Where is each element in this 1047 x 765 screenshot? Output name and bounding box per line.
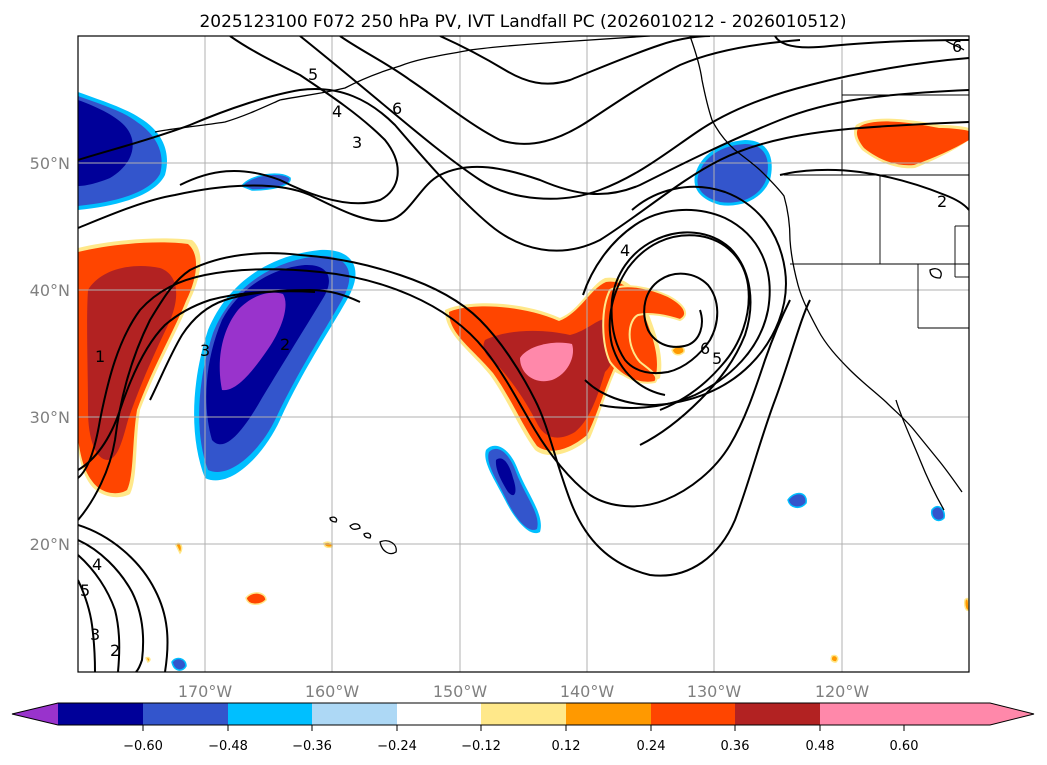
lon-label: 160°W	[305, 682, 360, 701]
colorbar-segment	[735, 703, 820, 725]
colorbar-under-arrow	[12, 703, 58, 725]
colorbar-segment	[228, 703, 312, 725]
contour-label: 3	[352, 133, 362, 152]
colorbar: −0.60 −0.48 −0.36 −0.24 −0.12 0.12 0.24 …	[11, 702, 1035, 754]
colorbar-ticks	[142, 725, 905, 731]
lat-label: 50°N	[30, 154, 70, 173]
contour-labels: 6 5 4 3 6 2 4 6 5 3 2 1 4 5 3 2	[80, 37, 962, 660]
contour-label: 2	[937, 192, 947, 211]
latitude-labels: 50°N 40°N 30°N 20°N	[30, 154, 70, 554]
pv-contours	[78, 36, 969, 672]
contour-label: 6	[952, 37, 962, 56]
contour-label: 1	[95, 347, 105, 366]
lon-label: 130°W	[687, 682, 742, 701]
colorbar-tick-label: −0.36	[292, 739, 332, 754]
contour-label: 2	[280, 335, 290, 354]
positive-anomaly-patch	[245, 592, 267, 605]
lat-label: 30°N	[30, 408, 70, 427]
contour-label: 5	[308, 65, 318, 84]
lat-label: 20°N	[30, 535, 70, 554]
positive-anomaly-patch	[964, 597, 969, 612]
colorbar-tick-label: −0.24	[377, 739, 417, 754]
colorbar-segment	[312, 703, 397, 725]
colorbar-tick-label: −0.48	[208, 739, 248, 754]
colorbar-segment	[566, 703, 651, 725]
lon-label: 120°W	[815, 682, 870, 701]
negative-anomaly-region-north-west	[78, 92, 168, 210]
colorbar-tick-label: −0.60	[123, 739, 163, 754]
negative-anomaly-region-subtropical	[485, 445, 541, 534]
lat-label: 40°N	[30, 281, 70, 300]
positive-anomaly-patch	[145, 656, 151, 664]
contour-label: 3	[90, 625, 100, 644]
contour-label: 5	[712, 349, 722, 368]
contour-label: 6	[700, 339, 710, 358]
contour-label: 3	[200, 341, 210, 360]
longitude-labels: 170°W 160°W 150°W 140°W 130°W 120°W	[178, 682, 870, 701]
contour-label: 2	[110, 641, 120, 660]
map-content	[78, 36, 969, 672]
colorbar-tick-label: 0.48	[806, 739, 835, 754]
colorbar-tick-label: 0.24	[637, 739, 666, 754]
colorbar-segment	[58, 703, 143, 725]
colorbar-over-arrow	[904, 703, 1034, 725]
positive-anomaly-patch	[830, 654, 839, 663]
positive-anomaly-region-central	[445, 277, 687, 456]
lon-label: 150°W	[433, 682, 488, 701]
colorbar-segment	[481, 703, 566, 725]
negative-anomaly-patch	[787, 492, 807, 508]
positive-anomaly-region-north-east	[854, 118, 969, 169]
colorbar-outline	[11, 702, 1035, 726]
map-frame	[77, 35, 970, 673]
contour-label: 4	[332, 102, 342, 121]
political-borders	[784, 80, 969, 329]
contour-label: 5	[80, 581, 90, 600]
lon-label: 140°W	[560, 682, 615, 701]
coastlines	[154, 36, 965, 555]
colorbar-segment	[651, 703, 735, 725]
colorbar-segment	[397, 703, 481, 725]
colorbar-tick-label: −0.12	[461, 739, 501, 754]
colorbar-tick-label: 0.36	[721, 739, 750, 754]
colorbar-tick-label: 0.60	[890, 739, 919, 754]
colorbar-segment	[143, 703, 228, 725]
colorbar-segment	[820, 703, 904, 725]
contour-label: 4	[92, 555, 102, 574]
negative-anomaly-patch	[930, 506, 946, 522]
negative-anomaly-region-central-west	[194, 249, 356, 481]
figure-title: 2025123100 F072 250 hPa PV, IVT Landfall…	[199, 12, 846, 32]
colorbar-tick-label: 0.12	[552, 739, 581, 754]
contour-label: 4	[620, 241, 630, 260]
gridlines	[78, 36, 969, 672]
contour-label: 6	[392, 99, 402, 118]
negative-anomaly-patch	[171, 657, 187, 671]
lon-label: 170°W	[178, 682, 233, 701]
positive-anomaly-patch	[323, 541, 334, 549]
